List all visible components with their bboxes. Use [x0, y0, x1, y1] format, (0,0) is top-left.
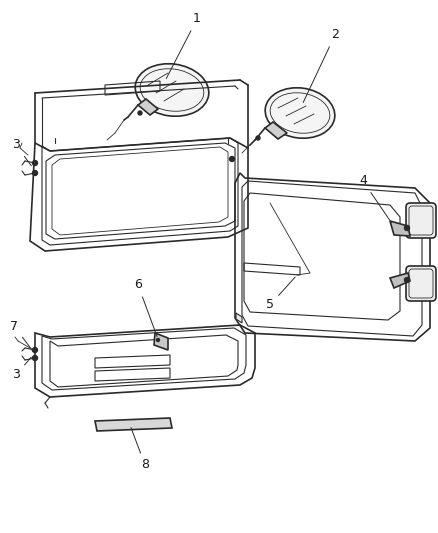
Circle shape [32, 348, 38, 352]
Circle shape [32, 160, 38, 166]
Polygon shape [236, 313, 242, 323]
Circle shape [32, 171, 38, 175]
FancyBboxPatch shape [406, 266, 436, 301]
Polygon shape [138, 99, 158, 115]
Polygon shape [265, 122, 287, 139]
Text: 6: 6 [134, 279, 157, 336]
Polygon shape [390, 273, 410, 288]
Polygon shape [95, 418, 172, 431]
Text: 4: 4 [359, 174, 392, 223]
FancyBboxPatch shape [406, 203, 436, 238]
Ellipse shape [135, 64, 209, 116]
Text: 3: 3 [12, 357, 31, 382]
Circle shape [32, 356, 38, 360]
Circle shape [156, 338, 159, 342]
Circle shape [230, 157, 234, 161]
Circle shape [256, 136, 260, 140]
Polygon shape [154, 333, 168, 350]
Polygon shape [390, 221, 410, 236]
Circle shape [405, 225, 410, 230]
Circle shape [138, 111, 142, 115]
Text: 2: 2 [303, 28, 339, 102]
Text: 7: 7 [10, 319, 33, 352]
Ellipse shape [265, 88, 335, 138]
Circle shape [405, 278, 410, 282]
Text: 8: 8 [131, 427, 149, 472]
Text: 1: 1 [166, 12, 201, 78]
Text: 5: 5 [266, 277, 295, 311]
Text: 3: 3 [12, 139, 32, 166]
